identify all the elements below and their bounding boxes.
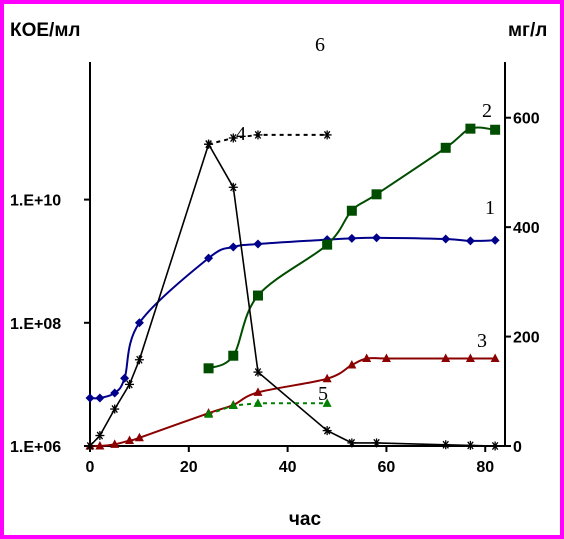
series-6-point [322,130,332,140]
series-4-point [95,431,105,441]
series-1-point [228,242,238,252]
series-1-point [253,239,263,249]
series-1-point [441,234,451,244]
series-3-point [125,435,135,445]
series-2-point [490,124,501,135]
x-tick-label: 0 [86,459,95,476]
series-5-label: 5 [318,383,328,405]
series-2-point [465,123,476,134]
series-1-point [465,236,475,246]
series-2-point [440,142,451,153]
series-5-point [204,409,214,418]
series-1-point [134,318,144,328]
series-6-point [204,139,214,149]
series-3-point [441,353,451,362]
series-1-line [89,236,496,400]
right-axis-label: мг/л [508,20,547,41]
series-1-point [204,253,214,263]
series-1-point [120,373,130,383]
series-3-point [322,373,332,383]
series-6-point [253,130,263,140]
series-4-point [125,379,135,389]
series-5-line [208,402,328,416]
series-4-point [134,355,144,365]
series-4-line [89,142,496,447]
series-3-point [465,353,475,362]
series-3-point [490,353,500,362]
series-4-point [228,182,238,192]
right-tick-label: 600 [513,111,540,128]
right-tick-label: 400 [513,220,540,237]
series-3-point [347,360,357,369]
series-1-point [347,233,357,243]
x-tick-label: 40 [279,459,297,476]
left-tick-label: 1.E+08 [10,316,61,333]
series-1-point [490,235,500,245]
series-1-point [110,388,120,398]
series-2-point [252,290,263,301]
series-2-point [371,189,382,200]
left-tick-label: 1.E+06 [10,439,61,456]
series-3-point [95,441,105,450]
series-6-line [208,133,328,146]
x-tick-label: 20 [180,459,198,476]
series-2-point [322,239,333,250]
series-4-point [441,440,451,450]
series-4-label: 4 [236,123,246,145]
series-4-point [85,441,95,451]
series-3-point [134,432,144,442]
series-1-point [372,233,382,243]
series-3-point [110,439,120,448]
series-4-point [490,441,500,451]
series-2-label: 2 [482,100,492,122]
series-4-point [465,440,475,450]
right-tick-label: 200 [513,330,540,347]
x-axis-label: час [289,509,322,530]
series-3-point [362,353,372,362]
x-tick-label: 80 [476,459,494,476]
series-1-point [95,393,105,403]
series-4-point [253,367,263,377]
right-tick-label: 0 [513,439,522,456]
left-axis-label: КОЕ/мл [10,20,80,41]
series-3-point [381,353,391,362]
series-6-label: 6 [315,34,325,56]
series-5-point [253,398,263,407]
x-tick-label: 60 [378,459,396,476]
series-5-point [228,400,238,410]
left-tick-label: 1.E+10 [10,193,61,210]
series-4-point [347,438,357,448]
series-2-point [203,363,214,374]
series-1-label: 1 [485,197,495,219]
series-2-point [228,350,239,361]
series-2-line [208,126,496,370]
series-4-point [110,404,120,414]
series-5-point [322,398,332,407]
series-2-point [346,205,357,216]
series-4-point [322,426,332,436]
series-3-point [253,387,263,396]
series-6-point [228,133,238,143]
series-4-point [372,438,382,448]
series-1-point [85,393,95,403]
series-3-label: 3 [477,330,487,352]
